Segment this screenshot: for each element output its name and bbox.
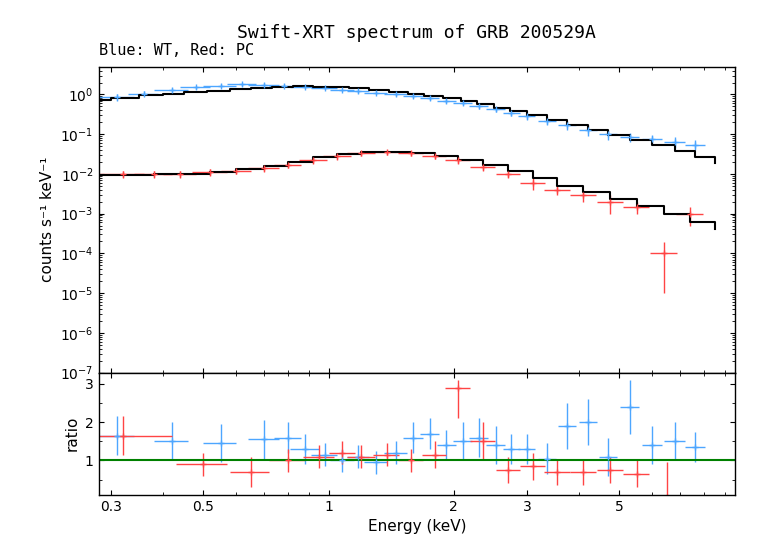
X-axis label: Energy (keV): Energy (keV) [368, 519, 466, 534]
Y-axis label: counts s⁻¹ keV⁻¹: counts s⁻¹ keV⁻¹ [39, 157, 55, 282]
Y-axis label: ratio: ratio [64, 416, 80, 451]
Text: Swift-XRT spectrum of GRB 200529A: Swift-XRT spectrum of GRB 200529A [237, 24, 597, 42]
Text: Blue: WT, Red: PC: Blue: WT, Red: PC [99, 43, 254, 58]
